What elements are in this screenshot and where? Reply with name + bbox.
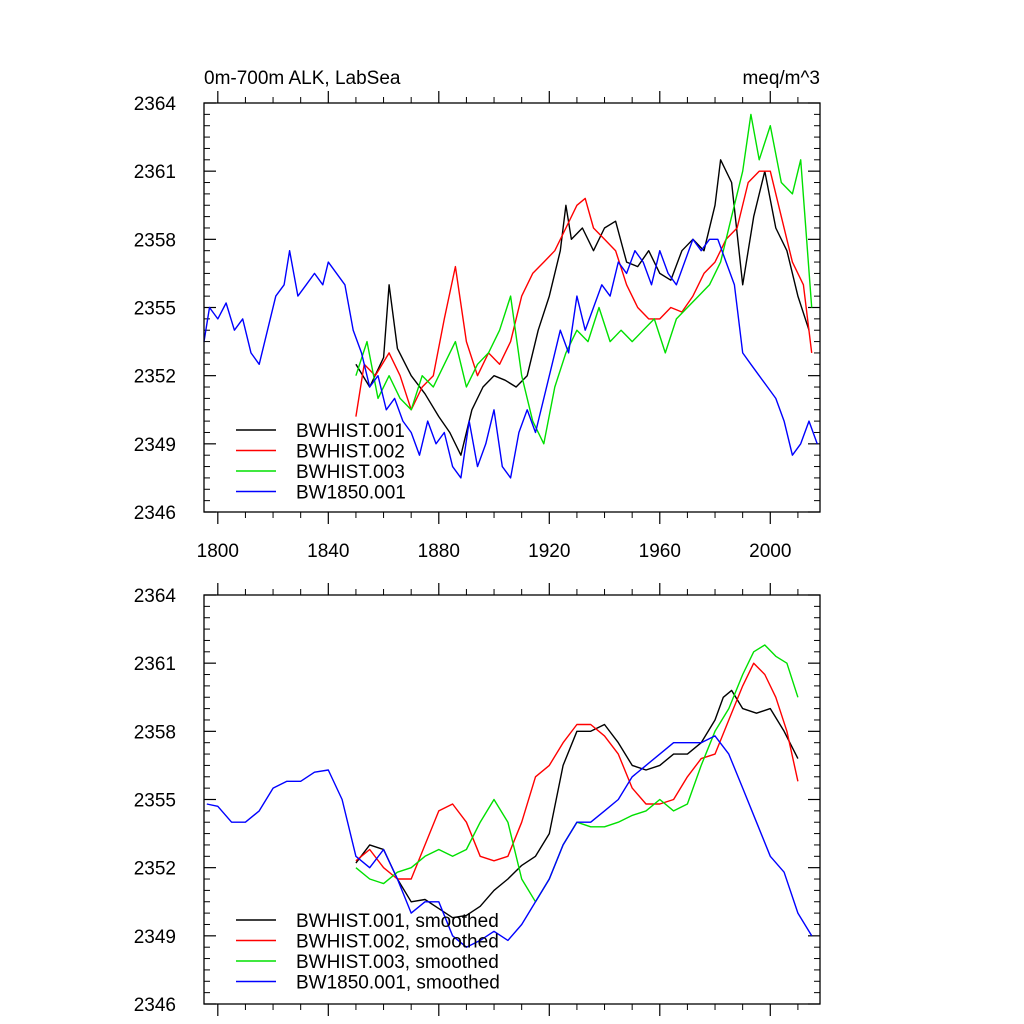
top-axis-ticks [204,91,820,524]
y-tick-label: 2364 [134,586,177,607]
bottom-axis-tick-labels: 2346 2349 2352 2355 2358 2361 2364 [134,586,177,1016]
legend-label: BWHIST.002, smoothed [296,932,499,953]
y-tick-label: 2364 [134,94,177,115]
legend-label: BW1850.001, smoothed [296,973,500,994]
x-tick-label: 1960 [639,541,681,562]
x-tick-label: 1880 [418,541,460,562]
y-tick-label: 2355 [134,791,176,812]
y-tick-label: 2352 [134,367,176,388]
series-line-bwhist-002 [355,170,813,417]
legend-label: BW1850.001 [296,483,406,504]
top-panel: 0m-700m ALK, LabSea meq/m^3 1800 1840 1880… [134,68,821,562]
y-tick-label: 2361 [134,162,176,183]
bottom-plot-frame [203,594,821,1005]
bottom-series-lines [206,644,813,948]
y-tick-label: 2352 [134,859,176,880]
top-title-right: meq/m^3 [742,68,820,89]
y-tick-label: 2358 [134,722,176,743]
bottom-panel: 2346 2349 2352 2355 2358 2361 2364 BWHIST.001,… [134,583,821,1016]
legend-label: BWHIST.003 [296,462,405,483]
series-line-bwhist-002-smoothed [355,662,799,880]
series-line-bwhist-001 [355,159,810,456]
x-tick-label: 2000 [749,541,791,562]
x-tick-label: 1840 [307,541,349,562]
top-title-left: 0m-700m ALK, LabSea [204,68,401,89]
series-line-bw1850-001 [203,238,818,479]
series-line-bwhist-003 [355,113,813,445]
y-tick-label: 2349 [134,435,176,456]
y-tick-label: 2346 [134,503,176,524]
y-tick-label: 2349 [134,927,176,948]
legend-label: BWHIST.002 [296,442,405,463]
y-tick-label: 2346 [134,995,176,1016]
legend-label: BWHIST.001 [296,421,405,442]
legend-label: BWHIST.003, smoothed [296,952,499,973]
top-series-lines [203,113,818,479]
x-tick-label: 1920 [528,541,570,562]
top-axis-tick-labels: 1800 1840 1880 1920 1960 2000 2346 2349 2352 2355… [134,94,792,562]
x-tick-label: 1800 [197,541,239,562]
series-line-bw1850-001-smoothed [206,735,813,948]
y-tick-label: 2355 [134,299,176,320]
series-line-bwhist-003-smoothed [355,644,799,903]
legend-label: BWHIST.001, smoothed [296,911,499,932]
bottom-axis-ticks [204,583,820,1016]
top-plot-frame [203,102,821,513]
y-tick-label: 2358 [134,230,176,251]
series-line-bwhist-001-smoothed [355,689,799,919]
y-tick-label: 2361 [134,654,176,675]
